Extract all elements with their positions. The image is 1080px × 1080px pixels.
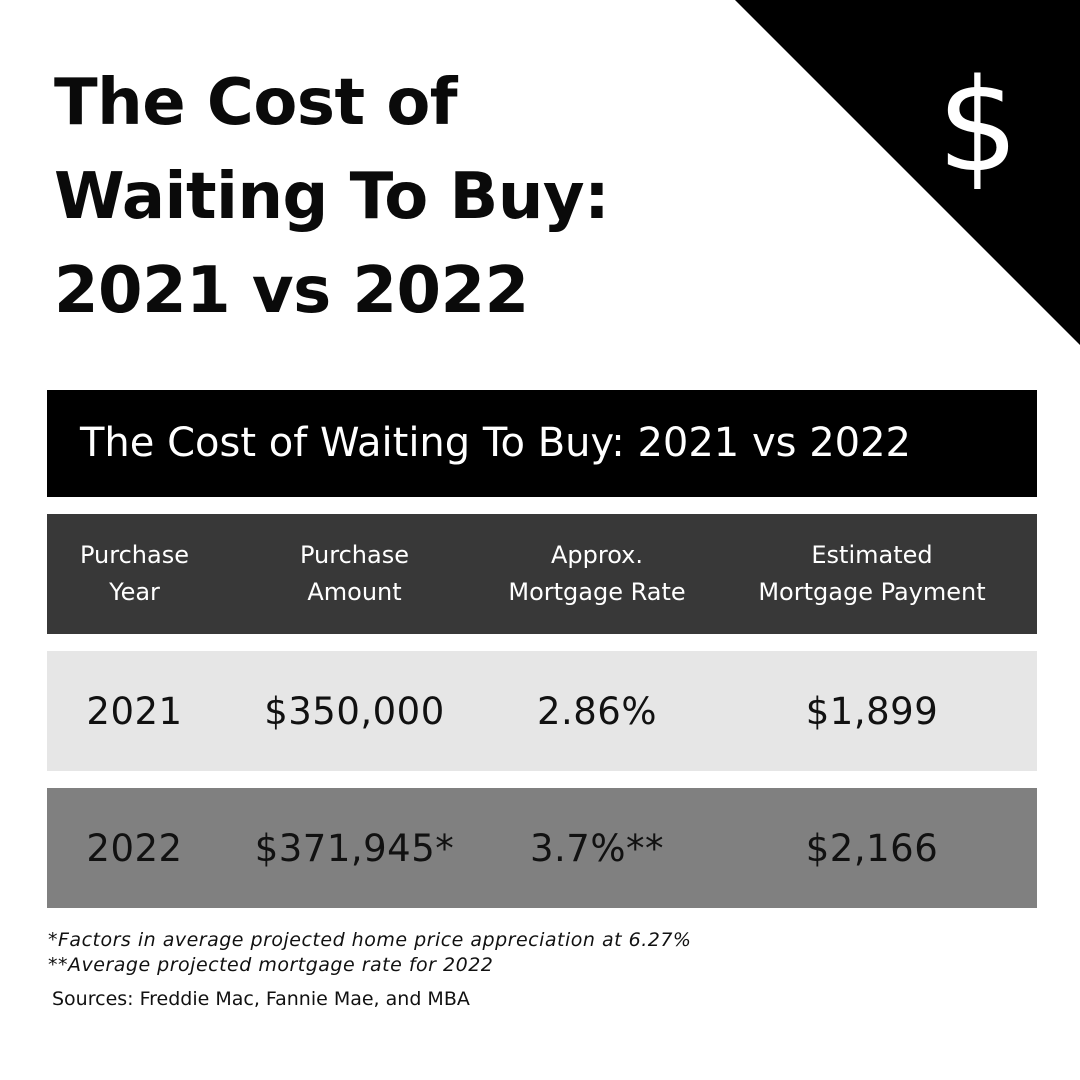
page-title-line-2: Waiting To Buy: <box>54 160 610 234</box>
sources-note: Sources: Freddie Mac, Fannie Mae, and MB… <box>52 988 470 1010</box>
table-header-row: Purchase Year Purchase Amount Approx. Mo… <box>47 514 1037 634</box>
cell-year: 2022 <box>86 826 183 870</box>
header-purchase-year: Purchase Year <box>80 541 189 606</box>
footnote-1: *Factors in average projected home price… <box>48 929 692 951</box>
table-row: 2022 $371,945* 3.7%** $2,166 <box>47 788 1037 908</box>
table-title: The Cost of Waiting To Buy: 2021 vs 2022 <box>47 390 1037 497</box>
footnote-2: **Average projected mortgage rate for 20… <box>48 954 494 976</box>
page-title-line-3: 2021 vs 2022 <box>54 254 529 328</box>
page-title: The Cost of Waiting To Buy: 2021 vs 2022 <box>54 56 694 338</box>
table-row: 2021 $350,000 2.86% $1,899 <box>47 651 1037 771</box>
cell-year: 2021 <box>86 689 183 733</box>
page-title-line-1: The Cost of <box>54 66 458 140</box>
cell-payment: $2,166 <box>805 826 939 870</box>
corner-triangle: $ <box>735 0 1080 345</box>
corner-triangle-shape: $ <box>735 0 1080 345</box>
cell-rate: 2.86% <box>536 689 658 733</box>
header-purchase-amount: Purchase Amount <box>300 541 409 606</box>
cell-amount: $371,945* <box>254 826 455 870</box>
cell-amount: $350,000 <box>264 689 445 733</box>
cell-payment: $1,899 <box>805 689 939 733</box>
cell-rate: 3.7%** <box>530 826 664 870</box>
header-mortgage-rate: Approx. Mortgage Rate <box>508 541 686 606</box>
dollar-icon: $ <box>937 52 1018 201</box>
header-mortgage-payment: Estimated Mortgage Payment <box>758 541 986 606</box>
footnotes: *Factors in average projected home price… <box>48 928 1028 1012</box>
